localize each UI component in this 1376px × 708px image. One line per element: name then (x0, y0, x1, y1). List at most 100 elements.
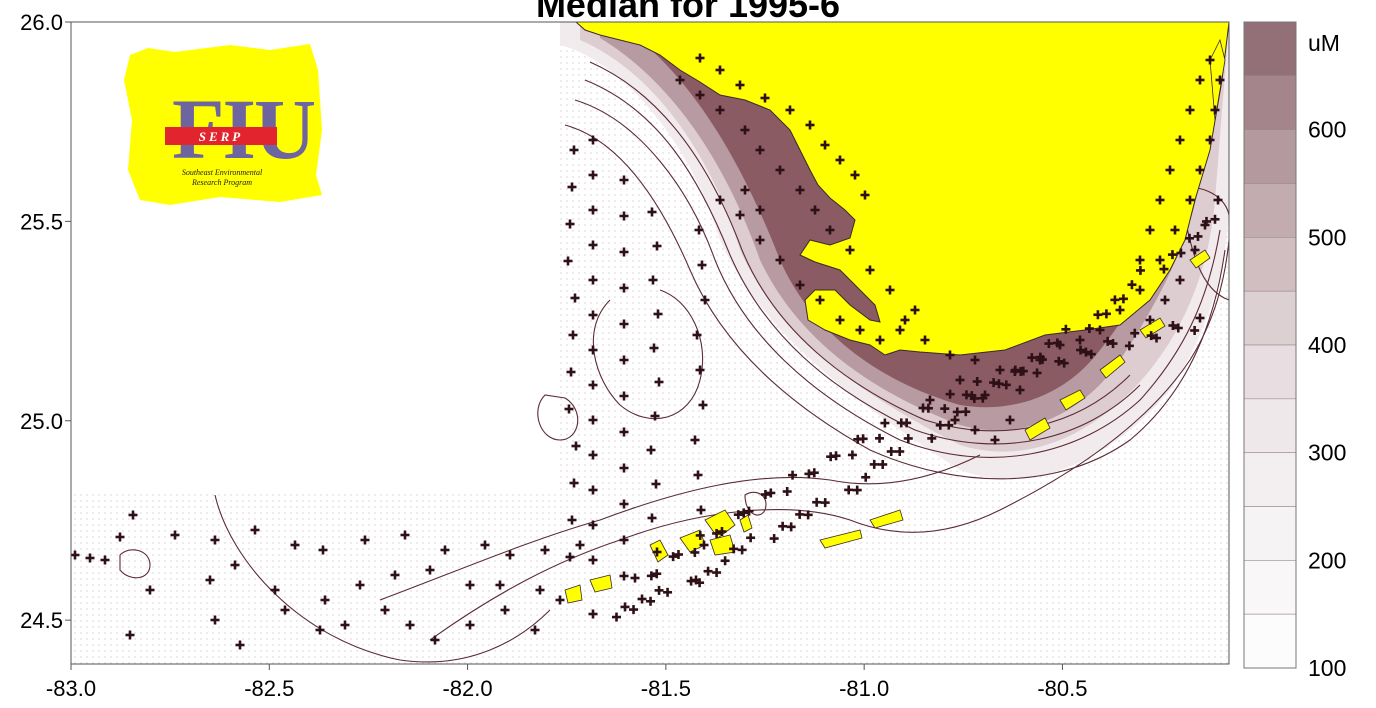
station-marker (712, 528, 722, 538)
station-marker (1005, 415, 1015, 425)
x-tick-label: -80.5 (1037, 676, 1087, 701)
station-marker (809, 468, 819, 478)
station-marker (735, 80, 745, 90)
y-tick-label: 26.0 (20, 10, 63, 35)
station-marker (210, 535, 220, 545)
station-marker (1170, 225, 1180, 235)
station-marker (875, 433, 885, 443)
station-marker (715, 65, 725, 75)
station-marker (400, 530, 410, 540)
station-marker (686, 576, 696, 586)
station-marker (1213, 195, 1223, 205)
station-marker (668, 552, 678, 562)
station-marker (733, 510, 743, 520)
station-marker (540, 545, 550, 555)
station-marker (320, 595, 330, 605)
station-marker (970, 425, 980, 435)
station-marker (568, 330, 578, 340)
station-marker (1035, 355, 1045, 365)
station-marker (588, 450, 598, 460)
station-marker (927, 433, 937, 443)
station-marker (1155, 255, 1165, 265)
station-marker (760, 93, 770, 103)
station-marker (785, 105, 795, 115)
station-marker (803, 510, 813, 520)
station-marker (755, 235, 765, 245)
station-marker (567, 515, 577, 525)
station-marker (852, 485, 862, 495)
station-marker (673, 550, 683, 560)
station-marker (125, 630, 135, 640)
station-markers (71, 53, 1225, 650)
station-marker (360, 535, 370, 545)
station-marker (652, 241, 662, 251)
station-marker (566, 367, 576, 377)
station-marker (945, 389, 955, 399)
station-marker (880, 418, 890, 428)
station-marker (715, 195, 725, 205)
station-marker (270, 585, 280, 595)
station-marker (920, 335, 930, 345)
y-tick-label: 25.5 (20, 209, 63, 234)
legend-band (1243, 344, 1297, 400)
station-marker (649, 343, 659, 353)
legend-frame (1243, 21, 1297, 669)
station-marker (619, 535, 629, 545)
station-marker (588, 520, 598, 530)
station-marker (654, 377, 664, 387)
station-marker (740, 125, 750, 135)
legend-label: 300 (1308, 440, 1346, 466)
station-marker (647, 513, 657, 523)
station-marker (588, 170, 598, 180)
legend-band (1243, 129, 1297, 184)
station-marker (1159, 264, 1169, 274)
station-marker (1086, 349, 1096, 359)
station-marker (729, 544, 739, 554)
station-marker (693, 470, 703, 480)
station-marker (315, 625, 325, 635)
station-marker (782, 486, 792, 496)
station-marker (746, 533, 756, 543)
station-marker (755, 145, 765, 155)
station-marker (567, 182, 577, 192)
station-marker (952, 407, 962, 417)
station-marker (795, 185, 805, 195)
station-marker (895, 325, 905, 335)
station-marker (945, 350, 955, 360)
station-marker (1190, 325, 1200, 335)
station-marker (1016, 366, 1026, 376)
station-marker (588, 415, 598, 425)
station-marker (1168, 320, 1178, 330)
station-marker (695, 578, 705, 588)
station-marker (695, 365, 705, 375)
logo-background (124, 44, 322, 205)
station-marker (1130, 328, 1140, 338)
station-marker (1146, 331, 1156, 341)
station-marker (612, 612, 622, 622)
legend-band (1243, 560, 1297, 615)
station-marker (588, 135, 598, 145)
station-marker (318, 545, 328, 555)
station-marker (1027, 353, 1037, 363)
station-marker (390, 570, 400, 580)
station-marker (698, 400, 708, 410)
station-marker (652, 569, 662, 579)
station-marker (1200, 220, 1210, 230)
station-marker (1103, 336, 1113, 346)
x-tick-label: -81.0 (839, 676, 889, 701)
station-marker (1185, 105, 1195, 115)
station-marker (900, 315, 910, 325)
station-marker (1195, 165, 1205, 175)
station-marker (653, 309, 663, 319)
station-marker (869, 459, 879, 469)
station-marker (250, 525, 260, 535)
legend-label: 400 (1308, 332, 1346, 358)
station-marker (1101, 309, 1111, 319)
station-marker (1118, 294, 1128, 304)
station-marker (235, 640, 245, 650)
legend-band (1243, 506, 1297, 561)
station-marker (675, 75, 685, 85)
station-marker (648, 275, 658, 285)
station-marker (1108, 339, 1118, 349)
station-marker (230, 560, 240, 570)
